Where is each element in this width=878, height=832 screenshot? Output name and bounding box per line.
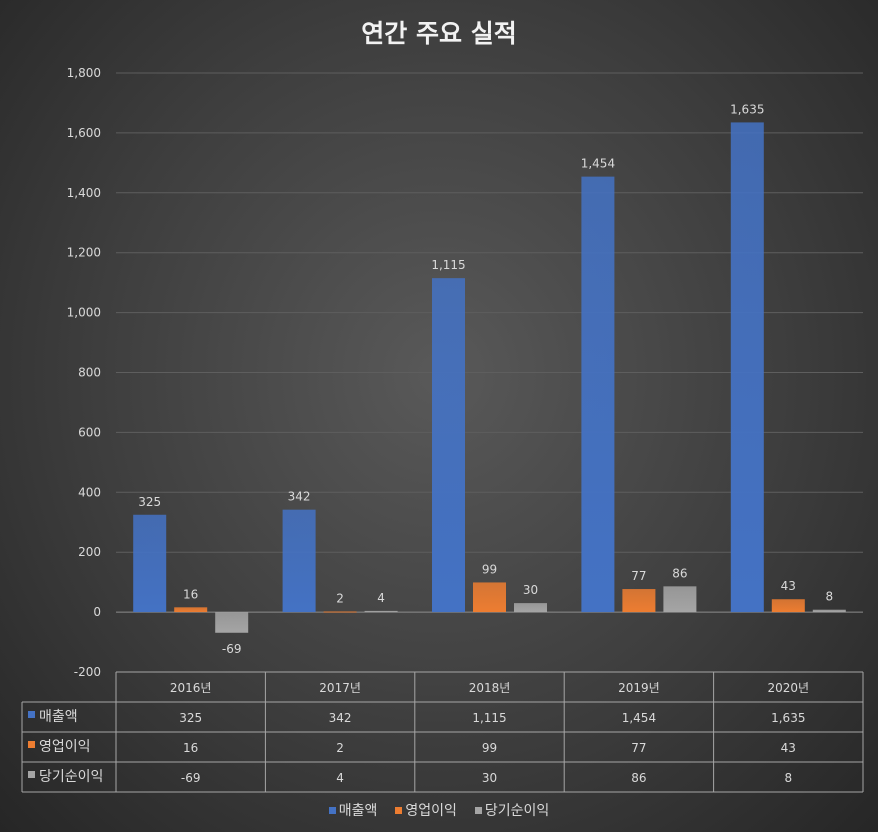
data-label: 77: [631, 569, 646, 583]
data-label: 43: [781, 579, 796, 593]
table-cell: 30: [482, 771, 497, 785]
bar-3-5: [812, 609, 846, 613]
table-cell: -69: [181, 771, 201, 785]
table-cell: 43: [781, 741, 796, 755]
y-tick-label: 200: [78, 545, 101, 559]
y-tick-label: 1,200: [67, 246, 101, 260]
data-label: 4: [377, 591, 385, 605]
bar-3-2: [364, 610, 398, 613]
category-label: 2018년: [469, 681, 511, 695]
table-legend-swatch: [28, 771, 35, 778]
category-label: 2016년: [170, 681, 212, 695]
bar-1-5: [730, 122, 764, 613]
bar-2-5: [771, 599, 805, 613]
table-cell: 8: [784, 771, 792, 785]
bar-1-2: [282, 509, 316, 613]
table-series-name: 영업이익: [39, 739, 91, 755]
data-label: 8: [825, 590, 833, 604]
y-tick-label: 1,000: [67, 306, 101, 320]
table-cell: 1,635: [771, 711, 805, 725]
table-cell: 2: [336, 741, 344, 755]
table-legend-swatch: [28, 741, 35, 748]
table-cell: 4: [336, 771, 344, 785]
bar-2-4: [622, 589, 656, 613]
table-cell: 99: [482, 741, 497, 755]
category-label: 2020년: [768, 681, 810, 695]
y-tick-label: 600: [78, 425, 101, 439]
table-legend-swatch: [28, 711, 35, 718]
legend-label: 매출액: [338, 803, 378, 819]
bar-1-3: [432, 278, 465, 613]
y-tick-label: 1,600: [67, 126, 101, 140]
category-label: 2017년: [319, 681, 361, 695]
bar-2-1: [174, 607, 208, 613]
chart-title: 연간 주요 실적: [361, 19, 517, 48]
bar-1-1: [133, 514, 167, 613]
y-tick-label: 0: [93, 605, 101, 619]
table-cell: 86: [631, 771, 646, 785]
legend-swatch: [328, 806, 336, 814]
y-tick-label: -200: [74, 665, 101, 679]
legend-label: 당기순이익: [484, 803, 550, 819]
legend-label: 영업이익: [405, 803, 457, 819]
table-series-name: 당기순이익: [39, 769, 103, 785]
table-cell: 342: [329, 711, 352, 725]
data-label: -69: [222, 642, 242, 656]
bar-2-2: [323, 611, 357, 613]
data-label: 86: [672, 566, 687, 580]
y-tick-label: 1,800: [67, 66, 101, 80]
legend-item: 당기순이익: [474, 800, 550, 820]
legend-item: 영업이익: [395, 800, 457, 820]
bar-3-1: [215, 612, 249, 633]
data-label: 99: [482, 562, 497, 576]
legend-swatch: [474, 806, 482, 814]
bar-3-4: [663, 586, 697, 613]
legend-item: 매출액: [328, 800, 378, 820]
legend: 매출액 영업이익 당기순이익: [0, 800, 878, 820]
table-cell: 1,115: [472, 711, 506, 725]
y-tick-label: 1,400: [67, 186, 101, 200]
data-label: 1,635: [730, 102, 764, 116]
data-label: 30: [523, 583, 538, 597]
table-cell: 77: [631, 741, 646, 755]
category-label: 2019년: [618, 681, 660, 695]
table-series-name: 매출액: [39, 709, 78, 725]
data-label: 342: [288, 490, 311, 504]
legend-swatch: [395, 806, 403, 814]
table-cell: 16: [183, 741, 198, 755]
data-label: 2: [336, 592, 344, 606]
table-cell: 1,454: [622, 711, 656, 725]
data-label: 1,454: [581, 157, 615, 171]
bar-2-3: [473, 582, 506, 613]
data-label: 325: [138, 495, 161, 509]
bar-1-4: [581, 176, 615, 613]
data-label: 1,115: [431, 258, 465, 272]
y-tick-label: 400: [78, 485, 101, 499]
table-cell: 325: [179, 711, 202, 725]
y-tick-label: 800: [78, 366, 101, 380]
bar-3-3: [514, 603, 547, 613]
data-label: 16: [183, 587, 198, 601]
